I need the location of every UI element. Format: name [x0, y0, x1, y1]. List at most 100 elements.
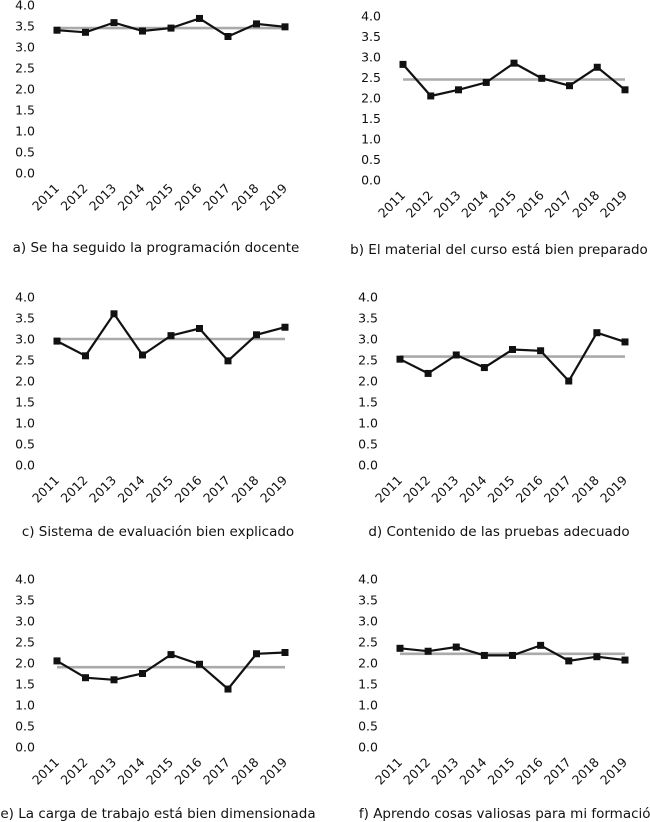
- y-tick-label: 1.0: [15, 698, 35, 713]
- y-tick-label: 4.0: [15, 290, 35, 305]
- y-tick-label: 0.5: [358, 719, 378, 734]
- y-tick-label: 2.5: [358, 353, 378, 368]
- data-point: [253, 331, 260, 339]
- data-point: [167, 24, 175, 32]
- y-tick-label: 2.0: [358, 374, 378, 389]
- x-tick-label: 2013: [86, 181, 119, 214]
- y-tick-label: 0.5: [15, 719, 35, 734]
- data-point: [53, 26, 61, 34]
- chart-caption: b) El material del curso está bien prepa…: [350, 242, 648, 258]
- x-tick-label: 2019: [597, 472, 630, 505]
- y-tick-label: 4.0: [358, 572, 378, 587]
- data-point: [480, 364, 488, 372]
- y-tick-label: 0.0: [358, 458, 378, 473]
- y-tick-label: 3.0: [15, 40, 35, 55]
- y-tick-label: 4.0: [358, 290, 378, 305]
- data-point: [566, 82, 573, 90]
- y-tick-label: 0.0: [358, 740, 378, 755]
- data-point: [593, 653, 601, 661]
- y-tick-label: 2.5: [15, 61, 35, 76]
- x-tick-label: 2013: [428, 755, 461, 788]
- data-point: [82, 674, 89, 682]
- data-point: [452, 351, 460, 359]
- data-point: [621, 656, 629, 664]
- x-tick-label: 2016: [172, 180, 205, 213]
- data-point: [396, 644, 404, 652]
- data-point: [593, 63, 601, 71]
- data-point: [537, 641, 545, 649]
- data-point: [424, 647, 432, 655]
- y-tick-label: 1.5: [361, 111, 381, 126]
- chart-a: 0.00.51.01.52.02.53.03.54.02011201220132…: [13, 0, 300, 256]
- y-tick-label: 1.0: [15, 416, 35, 431]
- data-point: [621, 86, 629, 94]
- x-tick-label: 2011: [29, 473, 62, 506]
- y-tick-label: 3.5: [361, 29, 381, 44]
- data-point: [53, 657, 61, 665]
- data-point: [537, 347, 545, 355]
- x-tick-label: 2018: [569, 472, 602, 505]
- x-tick-label: 2013: [428, 473, 461, 506]
- data-point: [565, 657, 573, 665]
- y-tick-label: 2.5: [15, 635, 35, 650]
- x-tick-label: 2019: [257, 180, 290, 213]
- x-tick-label: 2017: [542, 188, 575, 221]
- data-point: [281, 323, 289, 331]
- x-tick-label: 2018: [569, 187, 602, 220]
- x-tick-label: 2016: [513, 472, 546, 505]
- x-tick-label: 2012: [400, 755, 433, 788]
- y-tick-label: 2.0: [361, 91, 381, 106]
- data-point: [196, 325, 203, 332]
- x-tick-label: 2019: [257, 754, 290, 787]
- y-tick-label: 2.0: [358, 656, 378, 671]
- data-point: [253, 20, 260, 28]
- data-point: [139, 27, 146, 35]
- x-tick-label: 2014: [115, 754, 148, 787]
- y-tick-label: 3.0: [361, 50, 381, 65]
- data-point: [82, 352, 89, 360]
- x-tick-label: 2019: [257, 472, 290, 505]
- x-tick-label: 2012: [58, 473, 91, 506]
- x-tick-label: 2017: [200, 755, 233, 788]
- chart-d: 0.00.51.01.52.02.53.03.54.02011201220132…: [358, 290, 630, 541]
- data-point: [427, 92, 435, 100]
- data-point: [110, 310, 118, 318]
- data-point: [538, 74, 546, 82]
- data-point: [196, 660, 203, 668]
- chart-caption: f) Aprendo cosas valiosas para mi formac…: [359, 806, 650, 822]
- data-point: [224, 685, 232, 693]
- chart-caption: a) Se ha seguido la programación docente: [13, 240, 300, 256]
- x-tick-label: 2015: [143, 181, 176, 214]
- chart-caption: c) Sistema de evaluación bien explicado: [22, 524, 294, 540]
- y-tick-label: 3.0: [15, 332, 35, 347]
- x-tick-label: 2013: [86, 473, 119, 506]
- x-tick-label: 2016: [514, 187, 547, 220]
- y-tick-label: 1.5: [15, 395, 35, 410]
- x-tick-label: 2017: [200, 473, 233, 506]
- x-tick-label: 2016: [172, 754, 205, 787]
- data-point: [509, 346, 516, 353]
- y-tick-label: 2.0: [15, 82, 35, 97]
- chart-e: 0.00.51.01.52.02.53.03.54.02011201220132…: [0, 572, 315, 822]
- data-point: [480, 651, 488, 659]
- data-point: [593, 329, 601, 337]
- x-tick-label: 2013: [431, 188, 464, 221]
- data-point: [281, 23, 289, 31]
- x-tick-label: 2019: [597, 754, 630, 787]
- data-point: [82, 28, 89, 36]
- x-tick-label: 2011: [372, 755, 405, 788]
- x-tick-label: 2014: [458, 187, 491, 220]
- y-tick-label: 4.0: [361, 9, 381, 24]
- y-tick-label: 1.5: [15, 677, 35, 692]
- y-tick-label: 0.5: [361, 152, 381, 167]
- data-point: [455, 86, 462, 94]
- x-tick-label: 2011: [375, 188, 408, 221]
- data-point: [167, 332, 175, 340]
- y-tick-label: 4.0: [15, 572, 35, 587]
- y-tick-label: 3.5: [15, 593, 35, 608]
- chart-f: 0.00.51.01.52.02.53.03.54.02011201220132…: [358, 572, 650, 822]
- x-tick-label: 2017: [200, 181, 233, 214]
- x-tick-label: 2012: [400, 473, 433, 506]
- x-tick-label: 2018: [229, 180, 262, 213]
